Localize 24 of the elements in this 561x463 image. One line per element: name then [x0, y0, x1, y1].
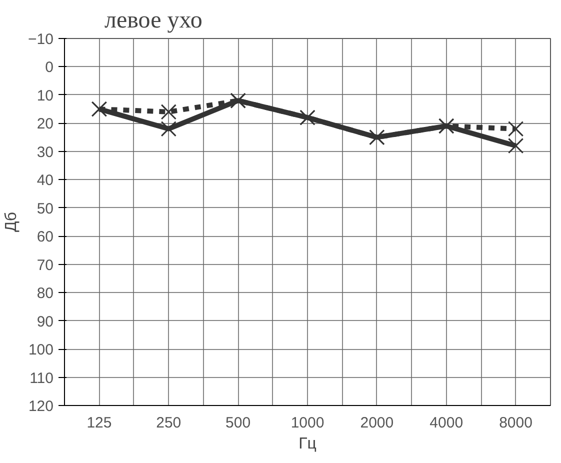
y-tick-label: 50 [36, 200, 54, 218]
y-tick-label: 120 [28, 398, 54, 415]
y-tick-label: 30 [36, 144, 54, 161]
y-tick-label: 70 [36, 256, 54, 274]
y-tick-label: 110 [30, 370, 54, 387]
x-tick-label: 250 [156, 414, 182, 432]
y-tick-label: 100 [28, 342, 54, 359]
y-axis-title: Дб [3, 212, 20, 232]
x-tick-label: 8000 [499, 414, 532, 432]
chart-title: левое ухо [104, 8, 202, 34]
y-tick-label: 10 [36, 87, 54, 104]
x-tick-label: 4000 [430, 414, 464, 432]
x-tick-label: 1000 [290, 414, 324, 432]
y-tick-label: 90 [36, 313, 54, 330]
y-tick-label: 0 [45, 59, 54, 76]
y-tick-label: 60 [36, 228, 54, 246]
x-tick-label: 2000 [360, 414, 394, 432]
y-tick-label: 40 [36, 172, 54, 190]
x-axis-title: Гц [298, 436, 316, 452]
x-tick-label: 125 [86, 414, 112, 432]
y-tick-label: −10 [28, 31, 54, 48]
y-tick-label: 20 [36, 116, 54, 133]
y-tick-label: 80 [36, 285, 54, 302]
x-tick-label: 500 [226, 414, 251, 432]
